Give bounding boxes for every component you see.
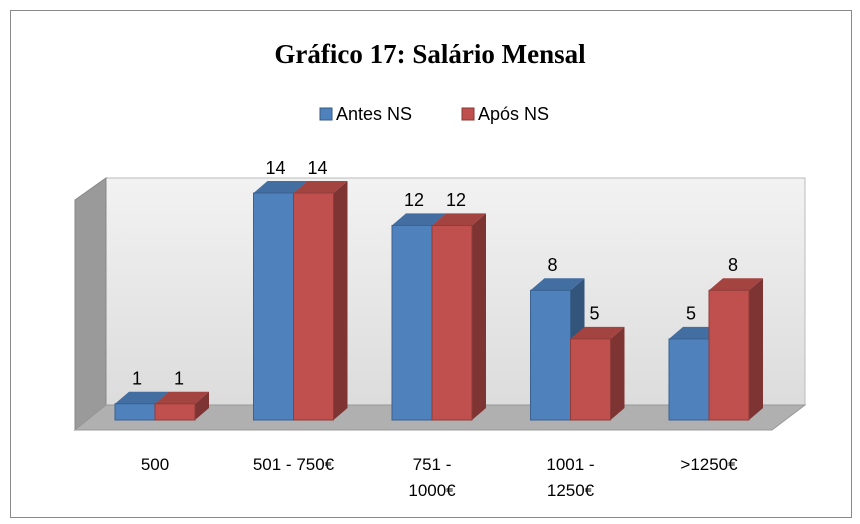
- bar: [530, 289, 571, 421]
- bar-top: [115, 391, 169, 404]
- bar-top: [570, 326, 625, 339]
- legend-swatch: [319, 107, 333, 121]
- bar-side: [333, 181, 348, 420]
- data-label: 12: [446, 190, 466, 210]
- bar-side: [195, 391, 209, 420]
- data-label: 8: [728, 255, 738, 275]
- bar: [253, 192, 294, 421]
- bar-top: [392, 213, 446, 226]
- data-label: 1: [132, 369, 142, 389]
- bar-side: [749, 278, 763, 420]
- bar: [570, 338, 611, 421]
- data-label: 14: [307, 158, 327, 178]
- data-label: 5: [686, 304, 696, 324]
- data-label: 14: [265, 158, 285, 178]
- data-label: 5: [589, 304, 599, 324]
- data-label: 8: [547, 255, 557, 275]
- x-tick-label: 1001 - 1250€: [546, 455, 595, 500]
- bar: [154, 403, 196, 421]
- legend-label: Após NS: [478, 104, 549, 124]
- bar: [431, 224, 473, 421]
- bar-top: [253, 181, 308, 193]
- x-tick-label: 500: [140, 455, 170, 474]
- data-label: 12: [404, 190, 424, 210]
- bar: [708, 289, 750, 421]
- bar: [391, 224, 433, 421]
- data-label: 1: [174, 369, 184, 389]
- bar-side: [610, 326, 625, 420]
- x-tick-label: >1250€: [680, 455, 738, 474]
- bar: [668, 338, 710, 421]
- bar-top: [530, 278, 585, 291]
- legend-swatch: [461, 107, 475, 121]
- bar-top: [155, 391, 209, 404]
- side-wall: [74, 177, 107, 432]
- legend-label: Antes NS: [336, 104, 412, 124]
- bar-top: [293, 181, 348, 193]
- bar-top: [709, 278, 763, 291]
- chart-title: Gráfico 17: Salário Mensal: [274, 39, 586, 69]
- bar-top: [432, 213, 486, 226]
- x-tick-label: 501 - 750€: [252, 455, 335, 474]
- bar: [293, 192, 334, 421]
- bar-side: [472, 213, 486, 420]
- bar: [114, 403, 156, 421]
- x-tick-label: 751 - 1000€: [408, 455, 456, 500]
